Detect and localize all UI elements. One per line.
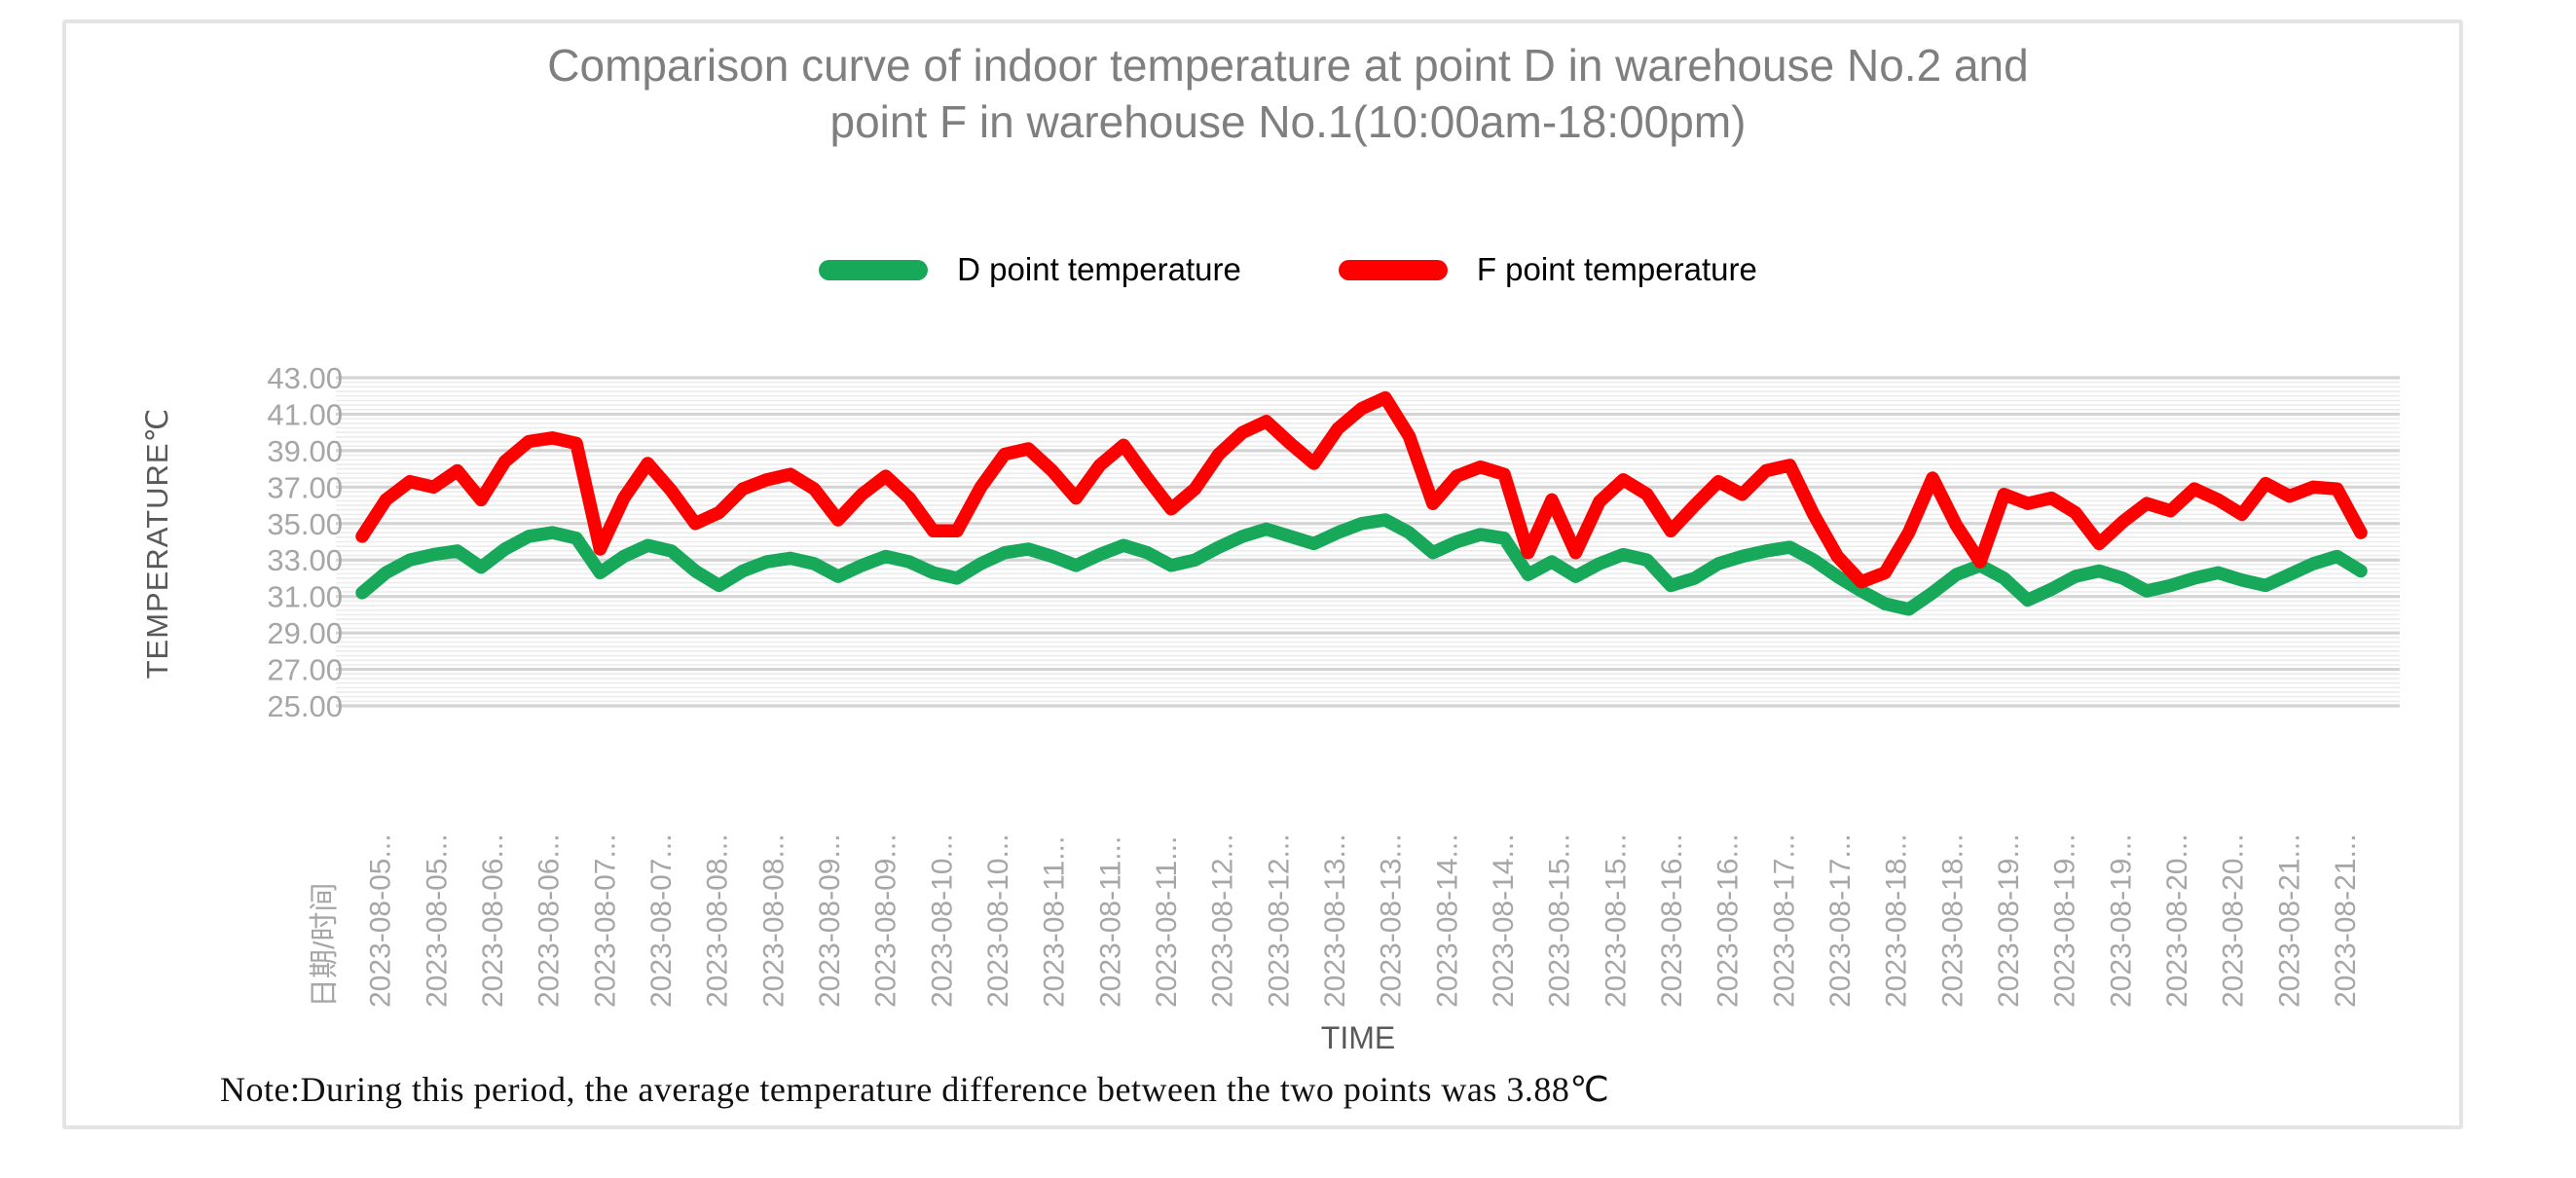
x-tick-label: 2023-08-14... bbox=[1488, 834, 1520, 1008]
x-tick-label: 2023-08-05... bbox=[365, 834, 397, 1008]
y-tick-label: 39.00 bbox=[267, 434, 343, 468]
x-tick-label: 2023-08-06... bbox=[534, 834, 566, 1008]
y-tick-label: 43.00 bbox=[267, 361, 343, 395]
y-axis-tick-labels: 43.0041.0039.0037.0035.0033.0031.0029.00… bbox=[267, 361, 343, 723]
x-tick-label: 2023-08-08... bbox=[702, 834, 734, 1008]
x-tick-label: 2023-08-21... bbox=[2273, 834, 2305, 1008]
d-point-legend-label: D point temperature bbox=[957, 251, 1241, 287]
legend-item-f-point: F point temperature bbox=[1338, 251, 1757, 288]
x-tick-label: 2023-08-15... bbox=[1544, 834, 1576, 1008]
note-text: Note:During this period, the average tem… bbox=[220, 1070, 1610, 1109]
chart-title-line2: point F in warehouse No.1(10:00am-18:00p… bbox=[829, 96, 1747, 147]
x-tick-label: 2023-08-18... bbox=[1936, 834, 1969, 1008]
x-tick-label: 2023-08-19... bbox=[2049, 834, 2081, 1008]
chart-title-line1: Comparison curve of indoor temperature a… bbox=[547, 40, 2029, 91]
x-tick-label: 2023-08-20... bbox=[2161, 834, 2193, 1008]
x-tick-label: 2023-08-11... bbox=[1151, 836, 1183, 1008]
y-tick-label: 25.00 bbox=[267, 689, 343, 723]
x-tick-label: 2023-08-10... bbox=[926, 834, 958, 1008]
y-tick-label: 35.00 bbox=[267, 507, 343, 541]
x-axis-tick-labels: 日期/时间 2023-08-05... 2023-08-05... 2023-08-0… bbox=[309, 834, 2362, 1008]
x-tick-label: 2023-08-16... bbox=[1712, 834, 1745, 1008]
x-tick-label: 2023-08-08... bbox=[757, 834, 790, 1008]
x-axis-date-time-header-label: 日期/时间 bbox=[309, 883, 341, 1008]
x-tick-label: 2023-08-21... bbox=[2330, 834, 2362, 1008]
x-axis-title: TIME bbox=[1320, 1020, 1396, 1055]
x-tick-label: 2023-08-19... bbox=[2105, 834, 2137, 1008]
x-tick-label: 2023-08-07... bbox=[589, 834, 621, 1008]
chart-title: Comparison curve of indoor temperature a… bbox=[0, 37, 2576, 150]
legend: D point temperature F point temperature bbox=[0, 251, 2576, 288]
x-tick-label: 2023-08-09... bbox=[870, 834, 902, 1008]
f-point-series-line bbox=[355, 390, 2368, 589]
f-point-legend-label: F point temperature bbox=[1476, 251, 1757, 287]
x-tick-label: 2023-08-13... bbox=[1319, 834, 1351, 1008]
x-tick-label: 2023-08-20... bbox=[2218, 834, 2250, 1008]
y-tick-label: 29.00 bbox=[267, 616, 343, 650]
x-tick-label: 2023-08-10... bbox=[982, 834, 1014, 1008]
f-point-legend-swatch bbox=[1338, 259, 1448, 280]
x-tick-label: 2023-08-14... bbox=[1431, 834, 1463, 1008]
d-point-series-line bbox=[355, 513, 2368, 616]
x-tick-label: 2023-08-19... bbox=[1993, 834, 2025, 1008]
x-tick-label: 2023-08-15... bbox=[1600, 834, 1632, 1008]
x-tick-label: 2023-08-17... bbox=[1768, 834, 1800, 1008]
x-tick-label: 2023-08-06... bbox=[477, 834, 509, 1008]
x-tick-label: 2023-08-12... bbox=[1207, 834, 1239, 1008]
y-tick-label: 37.00 bbox=[267, 470, 343, 504]
x-tick-label: 2023-08-13... bbox=[1376, 834, 1408, 1008]
x-tick-label: 2023-08-18... bbox=[1881, 834, 1913, 1008]
x-tick-label: 2023-08-16... bbox=[1656, 834, 1688, 1008]
y-tick-label: 27.00 bbox=[267, 653, 343, 687]
d-point-legend-swatch bbox=[819, 259, 929, 280]
x-tick-label: 2023-08-11... bbox=[1039, 836, 1071, 1008]
x-tick-label: 2023-08-17... bbox=[1824, 834, 1857, 1008]
x-tick-label: 2023-08-07... bbox=[645, 834, 678, 1008]
y-tick-label: 31.00 bbox=[267, 580, 343, 614]
legend-item-d-point: D point temperature bbox=[819, 251, 1241, 288]
x-tick-label: 2023-08-11... bbox=[1094, 836, 1126, 1008]
y-axis-title: TEMPERATURE℃ bbox=[140, 408, 174, 680]
y-tick-label: 41.00 bbox=[267, 397, 343, 431]
series-lines bbox=[355, 390, 2368, 616]
x-tick-label: 2023-08-12... bbox=[1263, 834, 1295, 1008]
y-tick-label: 33.00 bbox=[267, 543, 343, 577]
x-tick-label: 2023-08-05... bbox=[421, 834, 453, 1008]
x-tick-label: 2023-08-09... bbox=[814, 834, 846, 1008]
